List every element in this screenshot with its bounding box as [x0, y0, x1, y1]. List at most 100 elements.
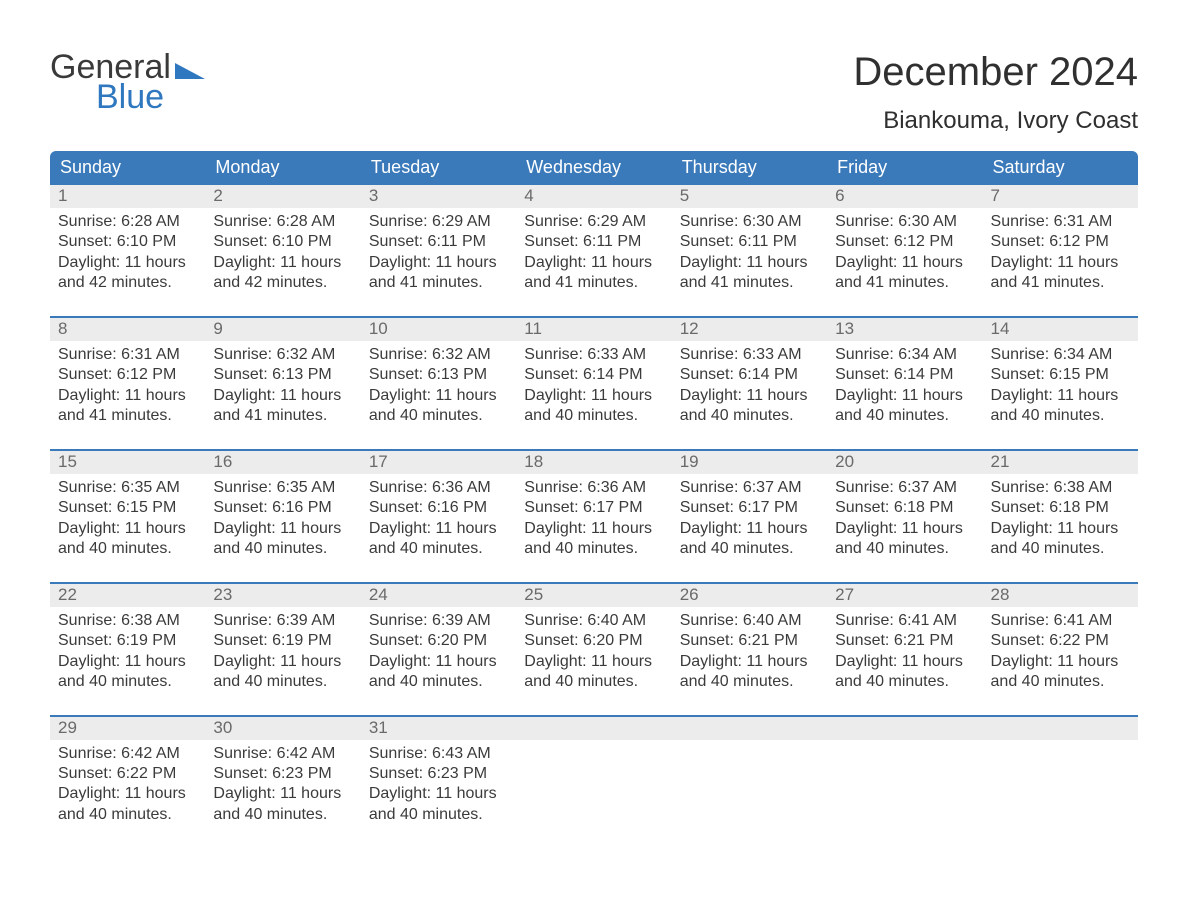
sunset-line: Sunset: 6:20 PM [369, 631, 508, 651]
day-details: Sunrise: 6:40 AMSunset: 6:20 PMDaylight:… [516, 607, 671, 693]
daylight-line: Daylight: 11 hours and 40 minutes. [58, 652, 197, 693]
daylight-line: Daylight: 11 hours and 40 minutes. [524, 386, 663, 427]
daylight-line: Daylight: 11 hours and 41 minutes. [991, 253, 1130, 294]
calendar-day: 17Sunrise: 6:36 AMSunset: 6:16 PMDayligh… [361, 451, 516, 582]
day-details: Sunrise: 6:30 AMSunset: 6:12 PMDaylight:… [827, 208, 982, 294]
calendar-day: 28Sunrise: 6:41 AMSunset: 6:22 PMDayligh… [983, 584, 1138, 715]
day-number: 9 [205, 318, 360, 341]
day-details: Sunrise: 6:29 AMSunset: 6:11 PMDaylight:… [361, 208, 516, 294]
logo-word2: Blue [50, 80, 205, 114]
day-details: Sunrise: 6:37 AMSunset: 6:18 PMDaylight:… [827, 474, 982, 560]
day-number: 1 [50, 185, 205, 208]
day-number: 19 [672, 451, 827, 474]
calendar-day: 26Sunrise: 6:40 AMSunset: 6:21 PMDayligh… [672, 584, 827, 715]
sunset-line: Sunset: 6:18 PM [835, 498, 974, 518]
logo: General Blue [50, 50, 205, 114]
sunset-line: Sunset: 6:20 PM [524, 631, 663, 651]
daylight-line: Daylight: 11 hours and 41 minutes. [680, 253, 819, 294]
weekday-header-cell: Saturday [983, 151, 1138, 185]
daylight-line: Daylight: 11 hours and 40 minutes. [58, 519, 197, 560]
calendar-day: 5Sunrise: 6:30 AMSunset: 6:11 PMDaylight… [672, 185, 827, 316]
calendar-week: 8Sunrise: 6:31 AMSunset: 6:12 PMDaylight… [50, 316, 1138, 449]
calendar-day: 14Sunrise: 6:34 AMSunset: 6:15 PMDayligh… [983, 318, 1138, 449]
calendar-day [827, 717, 982, 848]
calendar: SundayMondayTuesdayWednesdayThursdayFrid… [50, 151, 1138, 847]
day-number: 23 [205, 584, 360, 607]
calendar-day: 24Sunrise: 6:39 AMSunset: 6:20 PMDayligh… [361, 584, 516, 715]
daylight-line: Daylight: 11 hours and 40 minutes. [369, 784, 508, 825]
day-number: 12 [672, 318, 827, 341]
daylight-line: Daylight: 11 hours and 40 minutes. [213, 519, 352, 560]
day-details: Sunrise: 6:30 AMSunset: 6:11 PMDaylight:… [672, 208, 827, 294]
sunrise-line: Sunrise: 6:38 AM [991, 478, 1130, 498]
day-details: Sunrise: 6:34 AMSunset: 6:14 PMDaylight:… [827, 341, 982, 427]
daylight-line: Daylight: 11 hours and 40 minutes. [369, 652, 508, 693]
daylight-line: Daylight: 11 hours and 41 minutes. [524, 253, 663, 294]
sunrise-line: Sunrise: 6:31 AM [58, 345, 197, 365]
sunrise-line: Sunrise: 6:36 AM [369, 478, 508, 498]
daylight-line: Daylight: 11 hours and 40 minutes. [680, 386, 819, 427]
day-details: Sunrise: 6:38 AMSunset: 6:19 PMDaylight:… [50, 607, 205, 693]
sunrise-line: Sunrise: 6:39 AM [369, 611, 508, 631]
daylight-line: Daylight: 11 hours and 40 minutes. [835, 386, 974, 427]
sunrise-line: Sunrise: 6:38 AM [58, 611, 197, 631]
day-details: Sunrise: 6:42 AMSunset: 6:22 PMDaylight:… [50, 740, 205, 826]
sunrise-line: Sunrise: 6:41 AM [835, 611, 974, 631]
calendar-day: 16Sunrise: 6:35 AMSunset: 6:16 PMDayligh… [205, 451, 360, 582]
sunrise-line: Sunrise: 6:34 AM [835, 345, 974, 365]
day-number: 7 [983, 185, 1138, 208]
day-details: Sunrise: 6:31 AMSunset: 6:12 PMDaylight:… [50, 341, 205, 427]
sunset-line: Sunset: 6:22 PM [991, 631, 1130, 651]
day-details: Sunrise: 6:33 AMSunset: 6:14 PMDaylight:… [516, 341, 671, 427]
sunrise-line: Sunrise: 6:30 AM [680, 212, 819, 232]
day-details: Sunrise: 6:32 AMSunset: 6:13 PMDaylight:… [205, 341, 360, 427]
top-bar: General Blue December 2024 Biankouma, Iv… [50, 50, 1138, 135]
weekday-header-cell: Friday [827, 151, 982, 185]
sunset-line: Sunset: 6:13 PM [369, 365, 508, 385]
calendar-day: 18Sunrise: 6:36 AMSunset: 6:17 PMDayligh… [516, 451, 671, 582]
daylight-line: Daylight: 11 hours and 40 minutes. [991, 652, 1130, 693]
sunset-line: Sunset: 6:11 PM [680, 232, 819, 252]
sunrise-line: Sunrise: 6:32 AM [369, 345, 508, 365]
day-number: 21 [983, 451, 1138, 474]
calendar-day: 29Sunrise: 6:42 AMSunset: 6:22 PMDayligh… [50, 717, 205, 848]
calendar-day: 20Sunrise: 6:37 AMSunset: 6:18 PMDayligh… [827, 451, 982, 582]
day-number [827, 717, 982, 740]
calendar-day: 19Sunrise: 6:37 AMSunset: 6:17 PMDayligh… [672, 451, 827, 582]
sunrise-line: Sunrise: 6:29 AM [369, 212, 508, 232]
calendar-day: 6Sunrise: 6:30 AMSunset: 6:12 PMDaylight… [827, 185, 982, 316]
sunset-line: Sunset: 6:23 PM [213, 764, 352, 784]
day-number: 17 [361, 451, 516, 474]
daylight-line: Daylight: 11 hours and 40 minutes. [213, 652, 352, 693]
weekday-header-cell: Thursday [672, 151, 827, 185]
page: General Blue December 2024 Biankouma, Iv… [0, 0, 1188, 847]
day-number: 30 [205, 717, 360, 740]
sunrise-line: Sunrise: 6:37 AM [835, 478, 974, 498]
sunset-line: Sunset: 6:18 PM [991, 498, 1130, 518]
sunset-line: Sunset: 6:19 PM [213, 631, 352, 651]
day-number [516, 717, 671, 740]
daylight-line: Daylight: 11 hours and 40 minutes. [680, 652, 819, 693]
sunrise-line: Sunrise: 6:43 AM [369, 744, 508, 764]
calendar-day: 30Sunrise: 6:42 AMSunset: 6:23 PMDayligh… [205, 717, 360, 848]
day-details: Sunrise: 6:37 AMSunset: 6:17 PMDaylight:… [672, 474, 827, 560]
sunrise-line: Sunrise: 6:40 AM [680, 611, 819, 631]
day-number: 29 [50, 717, 205, 740]
sunset-line: Sunset: 6:11 PM [369, 232, 508, 252]
sunrise-line: Sunrise: 6:41 AM [991, 611, 1130, 631]
sunrise-line: Sunrise: 6:28 AM [58, 212, 197, 232]
day-details: Sunrise: 6:35 AMSunset: 6:16 PMDaylight:… [205, 474, 360, 560]
day-details: Sunrise: 6:34 AMSunset: 6:15 PMDaylight:… [983, 341, 1138, 427]
sunrise-line: Sunrise: 6:37 AM [680, 478, 819, 498]
day-number [983, 717, 1138, 740]
daylight-line: Daylight: 11 hours and 40 minutes. [213, 784, 352, 825]
sunset-line: Sunset: 6:17 PM [524, 498, 663, 518]
sunset-line: Sunset: 6:23 PM [369, 764, 508, 784]
sunrise-line: Sunrise: 6:31 AM [991, 212, 1130, 232]
sunset-line: Sunset: 6:14 PM [835, 365, 974, 385]
sunset-line: Sunset: 6:10 PM [58, 232, 197, 252]
day-details: Sunrise: 6:39 AMSunset: 6:19 PMDaylight:… [205, 607, 360, 693]
day-number: 11 [516, 318, 671, 341]
calendar-day: 4Sunrise: 6:29 AMSunset: 6:11 PMDaylight… [516, 185, 671, 316]
sunset-line: Sunset: 6:12 PM [991, 232, 1130, 252]
